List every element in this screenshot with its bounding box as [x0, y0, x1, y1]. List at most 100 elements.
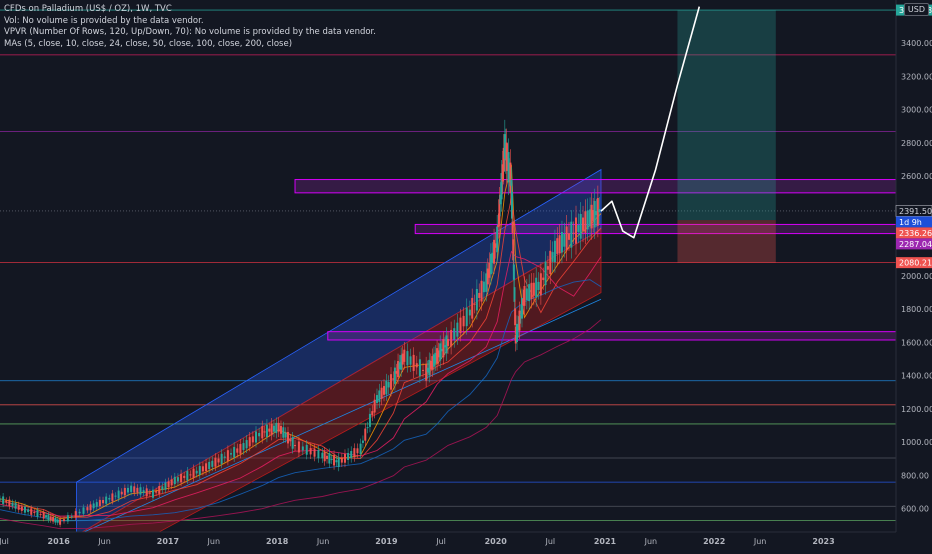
candle-body — [17, 504, 20, 510]
candle-body — [425, 364, 428, 381]
candle-body — [14, 503, 17, 509]
candle-body — [297, 441, 300, 453]
candle-body — [426, 367, 429, 373]
candle-body — [522, 298, 525, 306]
candle-body — [56, 519, 59, 523]
candle-body — [443, 345, 446, 348]
candle-body — [512, 239, 515, 261]
candle-body — [560, 232, 563, 253]
candle-body — [418, 359, 421, 377]
candle-body — [488, 262, 491, 278]
x-tick-label: 2017 — [157, 537, 179, 546]
candle-body — [95, 502, 98, 507]
candle-body — [239, 444, 242, 454]
y-tick-label: 1200.00 — [901, 405, 932, 414]
candle-body — [127, 487, 129, 493]
candle-body — [586, 210, 589, 230]
legend-vpvr[interactable]: VPVR (Number Of Rows, 120, Up/Down, 70):… — [4, 27, 376, 37]
candle-body — [498, 199, 501, 227]
candle-body — [8, 499, 11, 507]
candle-body — [395, 371, 398, 374]
candle-body — [502, 147, 505, 172]
candle-body — [321, 452, 324, 459]
candle-body — [378, 390, 381, 402]
candle-body — [471, 297, 474, 319]
candle-body — [590, 204, 593, 229]
candle-body — [205, 463, 208, 472]
candle-body — [45, 515, 48, 518]
y-tick-label: 1400.00 — [901, 372, 932, 381]
candle-body — [366, 427, 369, 429]
candle-body — [270, 423, 273, 436]
moving-average-24 — [0, 250, 602, 517]
legend-mas[interactable]: MAs (5, close, 10, close, 24, close, 50,… — [4, 38, 293, 49]
candle-body — [258, 432, 261, 437]
candle-body — [82, 507, 85, 514]
candle-body — [390, 374, 393, 390]
candle-body — [403, 349, 406, 362]
x-tick-label: 2022 — [703, 537, 725, 546]
candle-body — [120, 491, 123, 495]
candle-body — [579, 213, 582, 239]
candle-body — [499, 194, 502, 205]
candle-body — [512, 264, 515, 280]
candle-body — [356, 448, 359, 454]
candle-body — [525, 288, 528, 301]
candle-body — [361, 440, 364, 443]
candle-body — [442, 339, 445, 358]
price-badge-label: 2336.26 — [899, 229, 932, 238]
candle-body — [409, 356, 412, 365]
candle-body — [392, 378, 395, 380]
candle-body — [570, 221, 573, 248]
candle-body — [186, 471, 189, 481]
candle-body — [111, 493, 114, 502]
candle-body — [192, 468, 195, 479]
candle-body — [92, 503, 95, 509]
candle-body — [511, 191, 513, 219]
candle-body — [242, 443, 245, 450]
candle-body — [333, 455, 336, 466]
candle-body — [406, 351, 409, 366]
candle-body — [30, 508, 33, 515]
projection-path-line — [600, 6, 701, 239]
candle-body — [277, 422, 280, 432]
candle-body — [598, 209, 601, 213]
candle-body — [482, 281, 485, 293]
candle-body — [198, 466, 201, 475]
candle-body — [39, 514, 42, 516]
candle-body — [335, 460, 338, 463]
price-badge-label: 1d 9h — [899, 218, 922, 227]
candle-body — [36, 510, 39, 517]
candle-body — [595, 210, 598, 216]
candle-body — [305, 444, 308, 455]
candle-body — [63, 519, 65, 522]
candle-body — [507, 152, 510, 183]
x-tick-label: Jun — [207, 537, 221, 546]
candle-body — [517, 324, 520, 329]
candle-body — [78, 511, 81, 514]
legend-title[interactable]: CFDs on Palladium (US$ / OZ), 1W, TVC — [4, 4, 172, 14]
candle-body — [359, 443, 362, 455]
x-tick-label: 2021 — [594, 537, 617, 546]
price-badge-label: 2391.50 — [899, 207, 932, 216]
candle-body — [23, 506, 26, 513]
candle-body — [145, 488, 148, 497]
currency-button[interactable]: USD — [903, 3, 929, 16]
candle-body — [440, 348, 443, 352]
candle-body — [263, 431, 266, 433]
candle-body — [473, 303, 476, 305]
candle-body — [459, 317, 462, 334]
candle-body — [485, 273, 488, 292]
candle-body — [429, 360, 432, 370]
price-badge-label: 2287.04 — [899, 240, 932, 249]
candle-body — [575, 217, 577, 244]
candle-body — [108, 498, 111, 500]
candle-body — [553, 240, 556, 263]
candle-body — [287, 431, 289, 444]
candle-body — [49, 516, 52, 521]
legend-volume[interactable]: Vol: No volume is provided by the data v… — [4, 15, 204, 26]
candle-body — [309, 448, 312, 455]
candle-body — [226, 450, 229, 461]
